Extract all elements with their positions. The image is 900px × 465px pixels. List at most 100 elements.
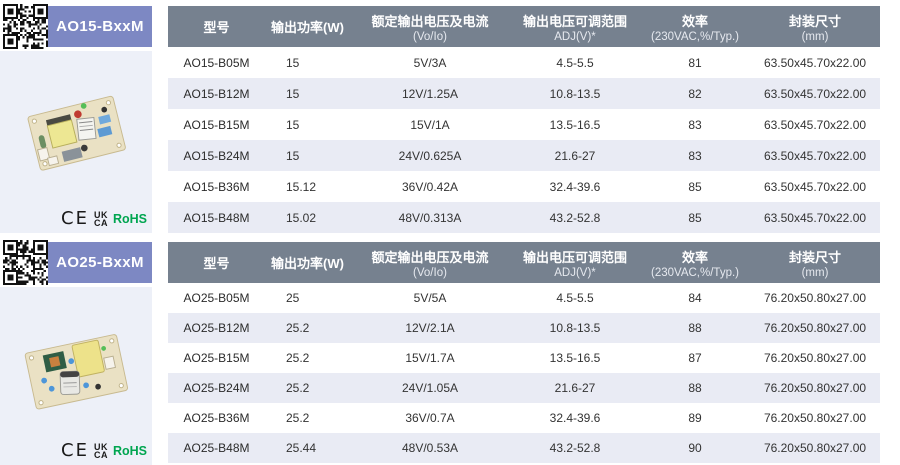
table-cell: 83 xyxy=(688,148,702,163)
column-header: 型号 xyxy=(203,20,230,35)
spec-table-ao15: 型号 输出功率(W) 额定输出电压及电流 (Vo/Io) 输出电压可调范围 ADJ(V)*… xyxy=(168,6,880,233)
column-header: 输出功率(W) xyxy=(271,256,344,271)
column-header: 封装尺寸 (mm) xyxy=(788,249,841,279)
table-cell: 4.5-5.5 xyxy=(556,55,594,70)
table-cell: 25.2 xyxy=(286,411,310,425)
rohs-mark: RoHS xyxy=(112,443,147,458)
table-cell: 89 xyxy=(688,411,702,425)
table-cell: 82 xyxy=(688,86,702,101)
product-photo-icon xyxy=(24,334,129,410)
table-cell: 15V/1.7A xyxy=(405,351,455,365)
table-cell: 5V/3A xyxy=(413,55,447,70)
series-section-ao25: AO25-BxxM xyxy=(0,236,900,465)
product-photo-icon xyxy=(27,95,126,171)
product-panel: CE UK CA RoHS xyxy=(0,51,152,233)
table-row: AO25-B24M 25.2 24V/1.05A 21.6-27 88 76.20x50.… xyxy=(168,373,880,403)
table-cell: 12V/1.25A xyxy=(401,86,459,101)
table-cell: 32.4-39.6 xyxy=(549,179,601,194)
table-cell: 63.50x45.70x22.00 xyxy=(763,148,867,163)
table-cell: 63.50x45.70x22.00 xyxy=(763,86,867,101)
certification-marks: CE UK CA RoHS xyxy=(61,208,147,229)
table-body: AO25-B05M 25 5V/5A 4.5-5.5 84 76.20x50.80x27.… xyxy=(168,283,880,463)
spec-table-ao25: 型号 输出功率(W) 额定输出电压及电流 (Vo/Io) 输出电压可调范围 ADJ(V)*… xyxy=(168,242,880,463)
table-cell: 10.8-13.5 xyxy=(549,321,601,335)
ukca-top-label: UK xyxy=(93,441,108,452)
table-cell: 24V/1.05A xyxy=(401,381,459,395)
table-cell: 76.20x50.80x27.00 xyxy=(763,351,867,365)
table-cell: 21.6-27 xyxy=(554,381,596,395)
table-row: AO25-B05M 25 5V/5A 4.5-5.5 84 76.20x50.80x27.… xyxy=(168,283,880,313)
table-row: AO15-B12M 15 12V/1.25A 10.8-13.5 82 63.50x45.… xyxy=(168,78,880,109)
table-cell: 10.8-13.5 xyxy=(549,86,601,101)
table-cell: 13.5-16.5 xyxy=(549,117,601,132)
rohs-mark: RoHS xyxy=(112,211,147,226)
table-cell: 25.44 xyxy=(286,441,317,455)
table-cell: 63.50x45.70x22.00 xyxy=(763,55,867,70)
table-cell: AO25-B12M xyxy=(183,321,250,335)
table-row: AO15-B05M 15 5V/3A 4.5-5.5 81 63.50x45.70x22.… xyxy=(168,47,880,78)
table-cell: AO25-B05M xyxy=(183,291,250,305)
table-cell: 81 xyxy=(688,55,702,70)
table-row: AO15-B24M 15 24V/0.625A 21.6-27 83 63.50x45.7… xyxy=(168,140,880,171)
table-cell: AO25-B15M xyxy=(183,351,250,365)
ukca-mark-icon: UK CA xyxy=(93,441,108,460)
table-cell: AO15-B05M xyxy=(183,55,250,70)
table-cell: AO15-B48M xyxy=(183,210,250,225)
qr-code-icon xyxy=(3,240,48,285)
table-cell: 12V/2.1A xyxy=(405,321,455,335)
table-cell: AO15-B15M xyxy=(183,117,250,132)
table-cell: 15.12 xyxy=(286,179,317,194)
table-cell: 24V/0.625A xyxy=(398,148,462,163)
table-cell: 90 xyxy=(688,441,702,455)
table-cell: 25.2 xyxy=(286,351,310,365)
table-cell: 76.20x50.80x27.00 xyxy=(763,411,867,425)
table-row: AO25-B36M 25.2 36V/0.7A 32.4-39.6 89 76.20x50… xyxy=(168,403,880,433)
certification-marks: CE UK CA RoHS xyxy=(61,440,147,461)
table-cell: 15 xyxy=(286,86,300,101)
table-row: AO15-B36M 15.12 36V/0.42A 32.4-39.6 85 63.50x… xyxy=(168,171,880,202)
table-cell: 48V/0.313A xyxy=(398,210,462,225)
table-cell: 85 xyxy=(688,210,702,225)
table-cell: 13.5-16.5 xyxy=(549,351,601,365)
table-cell: AO15-B12M xyxy=(183,86,250,101)
table-cell: 76.20x50.80x27.00 xyxy=(763,321,867,335)
ce-mark-icon: CE xyxy=(61,440,89,461)
table-cell: AO25-B36M xyxy=(183,411,250,425)
table-cell: 5V/5A xyxy=(413,291,447,305)
table-body: AO15-B05M 15 5V/3A 4.5-5.5 81 63.50x45.70x22.… xyxy=(168,47,880,233)
table-cell: AO15-B36M xyxy=(183,179,250,194)
table-cell: 25.2 xyxy=(286,381,310,395)
qr-code-icon xyxy=(3,4,48,49)
table-header-row: 型号 输出功率(W) 额定输出电压及电流 (Vo/Io) 输出电压可调范围 ADJ(V)*… xyxy=(168,6,880,47)
table-cell: 63.50x45.70x22.00 xyxy=(763,210,867,225)
table-cell: 88 xyxy=(688,321,702,335)
table-row: AO15-B15M 15 15V/1A 13.5-16.5 83 63.50x45.70x… xyxy=(168,109,880,140)
table-cell: 15V/1A xyxy=(410,117,450,132)
ce-mark-icon: CE xyxy=(61,208,89,229)
table-header-row: 型号 输出功率(W) 额定输出电压及电流 (Vo/Io) 输出电压可调范围 ADJ(V)*… xyxy=(168,242,880,283)
table-cell: 76.20x50.80x27.00 xyxy=(763,441,867,455)
series-title: AO15-BxxM xyxy=(48,6,152,47)
column-header: 型号 xyxy=(203,256,230,271)
table-cell: AO25-B24M xyxy=(183,381,250,395)
product-panel: CE UK CA RoHS xyxy=(0,287,152,465)
ukca-bottom-label: CA xyxy=(93,449,108,460)
table-cell: AO15-B24M xyxy=(183,148,250,163)
table-cell: AO25-B48M xyxy=(183,441,250,455)
table-cell: 76.20x50.80x27.00 xyxy=(763,291,867,305)
table-cell: 15 xyxy=(286,55,300,70)
table-row: AO25-B12M 25.2 12V/2.1A 10.8-13.5 88 76.20x50… xyxy=(168,313,880,343)
table-cell: 85 xyxy=(688,179,702,194)
table-cell: 83 xyxy=(688,117,702,132)
table-cell: 15 xyxy=(286,148,300,163)
ukca-top-label: UK xyxy=(93,209,108,220)
column-header: 额定输出电压及电流 (Vo/Io) xyxy=(371,13,489,43)
table-cell: 15.02 xyxy=(286,210,317,225)
column-header: 效率 (230VAC,%/Typ.) xyxy=(651,249,739,279)
table-cell: 63.50x45.70x22.00 xyxy=(763,117,867,132)
table-cell: 43.2-52.8 xyxy=(549,210,601,225)
series-title: AO25-BxxM xyxy=(48,242,152,283)
table-cell: 63.50x45.70x22.00 xyxy=(763,179,867,194)
series-section-ao15: AO15-BxxM xyxy=(0,4,880,233)
table-cell: 48V/0.53A xyxy=(401,441,459,455)
